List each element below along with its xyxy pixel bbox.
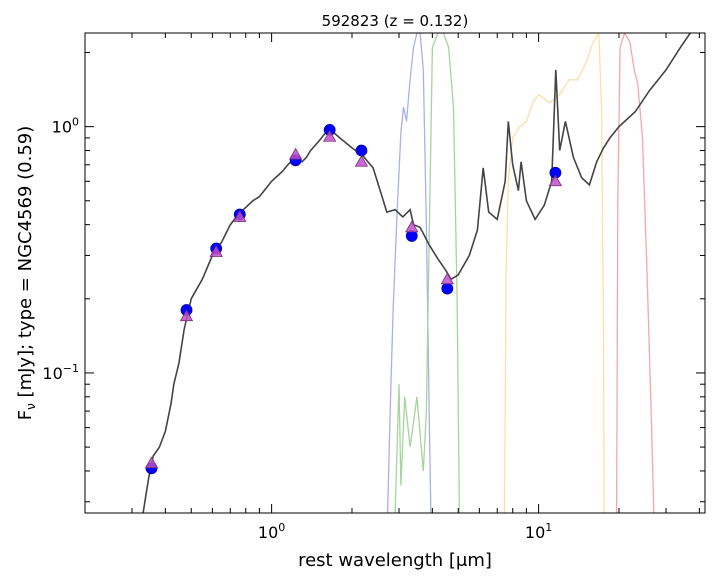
x-axis-label: rest wavelength [μm] [298,550,492,571]
model-photometry-point [288,147,303,160]
model-photometry-point [405,220,419,233]
data-marks [144,124,563,475]
model-photometry-point [179,309,194,322]
plot-frame [84,32,706,514]
chart-title: 592823 (z = 0.132) [322,12,469,30]
model-photometry-point [354,154,369,167]
y-tick-label: 10−1 [42,362,79,383]
x-tick-label: 101 [525,521,552,542]
axis-ticks: 100 101 10−1 100 [42,33,705,542]
plot-area [142,33,691,513]
filter-curve-w2 [394,33,461,513]
model-photometry-point [233,210,247,222]
x-tick-label: 100 [258,521,285,542]
y-axis-label: Fν [mJy]; type = NGC4569 (0.59) [15,126,38,420]
model-photometry-point [322,129,337,142]
filter-curve-w4 [615,33,655,513]
observed-point [441,282,454,295]
y-tick-label: 100 [52,116,79,137]
model-photometry-point [440,272,454,285]
model-sed-line [142,33,691,513]
model-photometry-point [144,456,159,469]
filter-curve-w1 [386,33,432,513]
observed-point [355,144,368,157]
model-photometry-point [548,174,563,187]
model-photometry-point [209,245,223,257]
